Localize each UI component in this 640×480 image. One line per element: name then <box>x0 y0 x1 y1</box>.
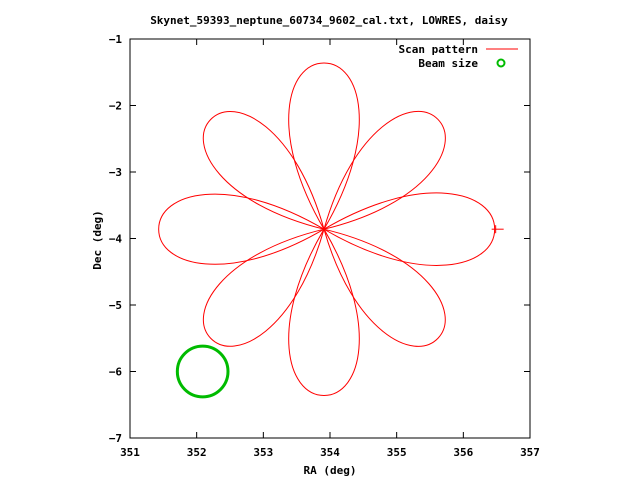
plot-area <box>158 62 504 399</box>
beam-size-circle <box>175 344 230 399</box>
scan-petal-2 <box>288 62 360 231</box>
y-tick-label: −6 <box>109 366 123 379</box>
x-tick-label: 357 <box>520 446 540 459</box>
x-axis: 351 352 353 354 355 356 357 <box>120 39 540 459</box>
x-tick-label: 352 <box>187 446 207 459</box>
scan-petal-6 <box>288 228 360 396</box>
scan-petal-3 <box>202 110 325 230</box>
y-tick-label: −3 <box>109 166 122 179</box>
scan-petal-7 <box>323 228 446 347</box>
y-tick-label: −4 <box>109 233 123 246</box>
x-tick-label: 351 <box>120 446 140 459</box>
plot-frame <box>129 38 531 439</box>
legend-swatch-beam-size <box>496 58 506 68</box>
x-tick-label: 354 <box>320 446 340 459</box>
legend-label-beam-size: Beam size <box>418 57 478 70</box>
y-tick-label: −1 <box>109 33 123 46</box>
y-tick-label: −2 <box>109 100 122 113</box>
y-axis-label: Dec (deg) <box>91 210 104 270</box>
x-tick-label: 355 <box>387 446 407 459</box>
x-axis-label: RA (deg) <box>304 464 357 477</box>
y-tick-label: −7 <box>109 432 122 445</box>
y-tick-label: −5 <box>109 299 122 312</box>
x-tick-label: 353 <box>253 446 273 459</box>
scan-petal-0 <box>323 192 496 266</box>
x-tick-label: 356 <box>453 446 473 459</box>
scan-petal-5 <box>202 228 325 347</box>
legend-label-scan-pattern: Scan pattern <box>399 43 478 56</box>
y-axis: −1 −2 −3 −4 −5 −6 −7 <box>109 33 530 445</box>
scan-petal-1 <box>323 110 446 230</box>
scan-petal-4 <box>158 193 325 265</box>
chart-title: Skynet_59393_neptune_60734_9602_cal.txt,… <box>150 14 508 27</box>
legend: Scan pattern Beam size <box>399 43 518 70</box>
